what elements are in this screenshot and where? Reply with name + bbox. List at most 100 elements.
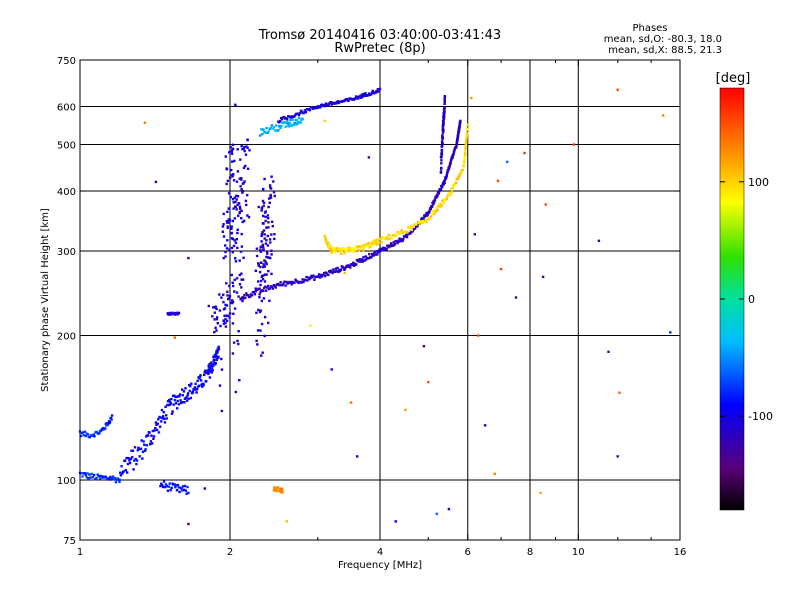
data-point <box>329 101 333 104</box>
data-point <box>114 481 118 484</box>
data-point <box>352 261 355 264</box>
data-point <box>305 275 308 279</box>
data-point <box>359 94 362 97</box>
data-point <box>262 128 265 131</box>
data-point <box>243 149 246 153</box>
data-point <box>447 507 451 511</box>
data-point <box>464 145 467 148</box>
data-point <box>150 434 153 437</box>
data-point <box>228 284 231 288</box>
data-point <box>324 236 327 239</box>
data-point <box>238 273 241 277</box>
data-point <box>363 259 367 262</box>
data-point <box>234 103 237 106</box>
data-point <box>389 242 393 245</box>
data-point <box>618 391 621 394</box>
data-point <box>265 250 269 253</box>
data-point <box>284 125 287 128</box>
data-point <box>236 339 239 343</box>
data-point <box>157 418 160 421</box>
data-point <box>106 423 110 427</box>
data-point <box>260 209 263 212</box>
data-point <box>259 261 263 264</box>
data-point <box>232 341 236 344</box>
data-point <box>266 234 269 238</box>
data-point <box>410 230 413 234</box>
data-point <box>93 435 96 438</box>
data-point <box>238 202 241 205</box>
data-point <box>361 95 364 98</box>
data-point <box>159 416 162 419</box>
data-point <box>287 122 290 125</box>
data-point <box>263 177 266 181</box>
data-point <box>230 237 234 240</box>
data-point <box>156 422 159 425</box>
data-point <box>440 152 444 155</box>
data-point <box>226 290 229 293</box>
data-point <box>234 390 237 394</box>
data-point <box>241 278 245 281</box>
data-point <box>86 433 90 436</box>
data-point <box>283 280 286 283</box>
stats-heading: Phases <box>632 23 667 34</box>
data-point <box>277 490 280 493</box>
data-point <box>126 471 129 474</box>
data-point <box>127 456 130 460</box>
data-point <box>257 205 260 209</box>
data-point <box>396 241 399 245</box>
data-point <box>160 408 164 412</box>
data-point <box>261 243 264 247</box>
data-point <box>191 390 195 394</box>
data-point <box>441 125 445 128</box>
data-point <box>379 249 383 252</box>
data-point <box>264 215 267 219</box>
data-point <box>162 411 165 414</box>
data-point <box>346 265 349 268</box>
data-point <box>464 151 467 154</box>
data-point <box>191 392 194 395</box>
data-point <box>273 194 276 198</box>
data-point <box>278 284 281 287</box>
data-point <box>264 219 267 223</box>
data-point <box>230 150 233 153</box>
data-point <box>465 132 469 135</box>
data-point <box>324 237 327 240</box>
data-point <box>217 347 221 351</box>
data-point <box>323 103 326 107</box>
data-point <box>246 193 249 197</box>
data-point <box>241 299 244 303</box>
data-point <box>203 487 206 490</box>
data-point <box>226 294 229 297</box>
data-point <box>187 491 190 495</box>
data-point <box>541 275 545 279</box>
data-point <box>231 219 234 223</box>
data-point <box>330 251 333 255</box>
data-point <box>447 194 451 197</box>
data-point <box>187 522 190 526</box>
data-point <box>234 260 238 263</box>
data-point <box>148 431 151 434</box>
data-point <box>233 239 236 242</box>
data-point <box>394 520 397 523</box>
data-point <box>368 246 371 249</box>
data-point <box>187 397 190 401</box>
data-point <box>262 204 265 208</box>
data-point <box>202 383 205 386</box>
data-point <box>110 418 113 421</box>
data-point <box>135 459 139 462</box>
data-point <box>240 144 243 148</box>
data-point <box>263 233 266 236</box>
data-point <box>266 244 270 247</box>
data-point <box>248 295 252 298</box>
data-point <box>266 131 269 134</box>
data-point <box>360 258 364 261</box>
data-point <box>246 214 249 217</box>
data-point <box>273 237 276 241</box>
data-point <box>240 188 243 191</box>
data-point <box>84 434 88 438</box>
data-point <box>213 359 216 362</box>
data-point <box>203 373 206 377</box>
data-point <box>309 276 312 280</box>
data-point <box>442 183 445 186</box>
data-point <box>297 121 300 124</box>
